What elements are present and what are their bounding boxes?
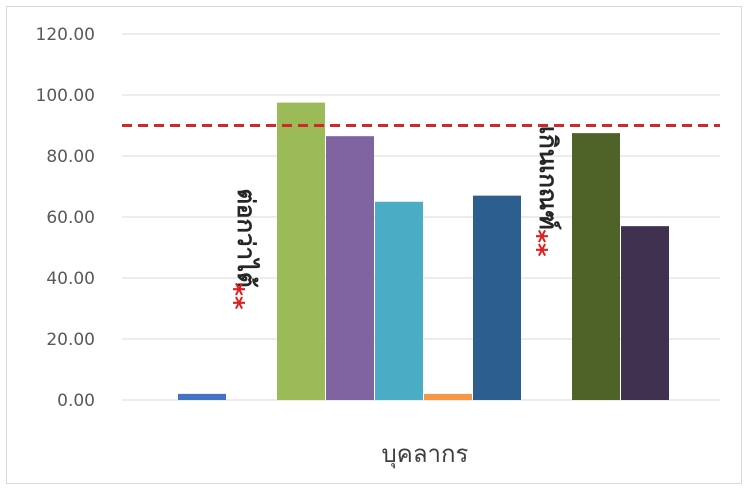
- annotation-stars: **: [219, 282, 249, 310]
- bar: [621, 226, 669, 400]
- y-tick-label: 60.00: [46, 208, 95, 228]
- annotation-text: เกินเกณฑ์: [534, 126, 562, 230]
- bar: [375, 201, 423, 400]
- y-tick-label: 40.00: [46, 269, 95, 289]
- y-tick-label: 120.00: [36, 25, 95, 45]
- bar: [178, 393, 226, 400]
- y-tick-label: 100.00: [36, 86, 95, 106]
- annotation-stars: **: [522, 229, 552, 257]
- y-axis-tick-labels: 0.00 20.00 40.00 60.00 80.00 100.00 120.00: [36, 25, 95, 411]
- bars: [178, 102, 669, 401]
- x-axis-label: บุคลากร: [382, 440, 469, 469]
- y-tick-label: 0.00: [57, 391, 95, 411]
- annotations: ต่อกว่าไต้**เกินเกณฑ์**: [219, 126, 562, 310]
- y-tick-label: 80.00: [46, 147, 95, 167]
- annotation-text: ต่อกว่าไต้: [232, 188, 261, 287]
- bar: [572, 133, 620, 400]
- bar: [326, 136, 374, 401]
- bar: [473, 195, 521, 400]
- y-tick-label: 20.00: [46, 330, 95, 350]
- bar: [424, 393, 472, 400]
- bar: [277, 102, 325, 400]
